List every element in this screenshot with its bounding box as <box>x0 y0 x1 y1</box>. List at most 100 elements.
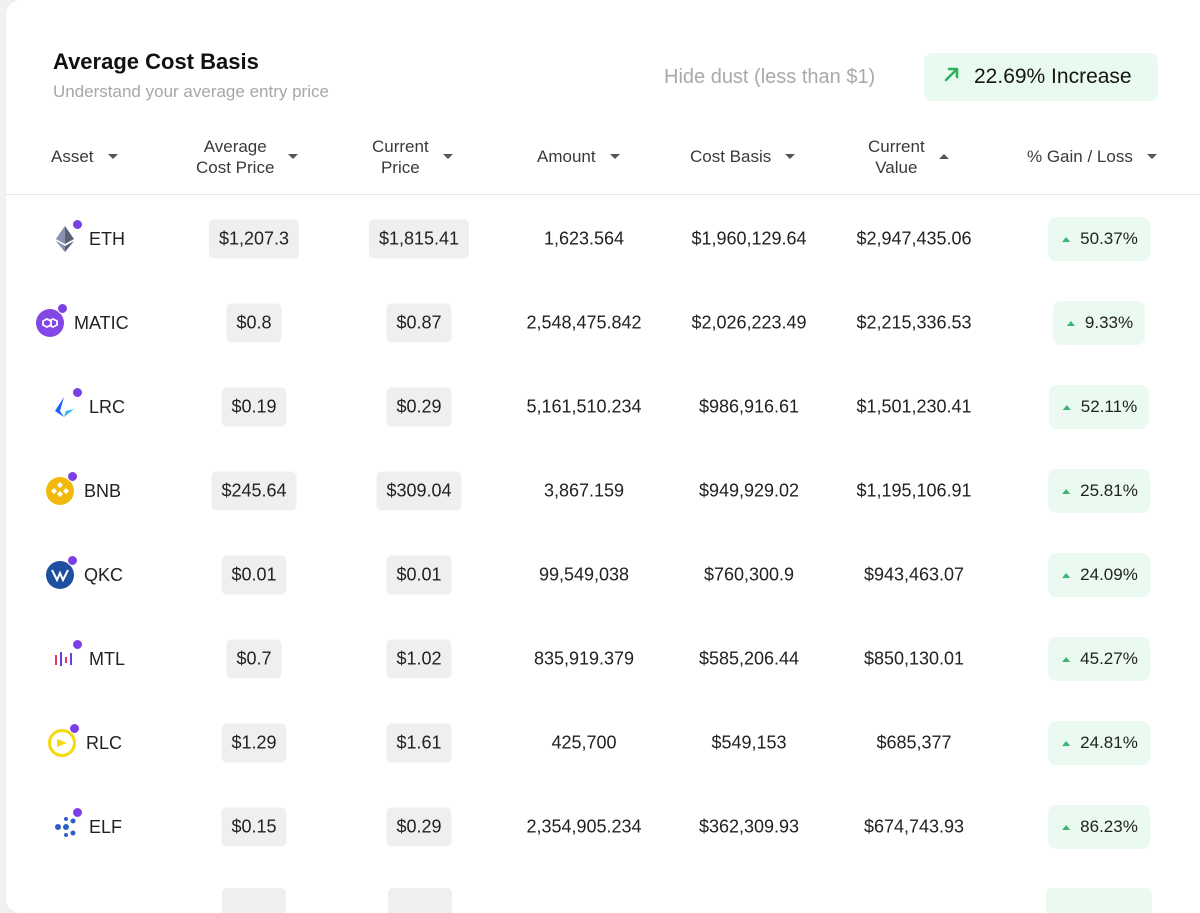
gain-loss-value: 86.23% <box>1080 817 1138 836</box>
table-row[interactable]: BNB $245.64 $309.04 3,867.159 $949,929.0… <box>6 449 1200 533</box>
table-row[interactable]: MATIC $0.8 $0.87 2,548,475.842 $2,026,22… <box>6 281 1200 365</box>
elf-icon <box>51 807 83 841</box>
asset-symbol: RLC <box>86 732 123 753</box>
current-value: $1,195,106.91 <box>856 480 972 501</box>
increase-value: 22.69% Increase <box>974 65 1132 88</box>
amount: 3,867.159 <box>543 480 625 501</box>
gain-loss-badge: 52.11% <box>1048 385 1150 429</box>
current-value: $685,377 <box>876 732 952 753</box>
caret-down-icon <box>288 154 299 159</box>
average-cost-price: $0.19 <box>221 387 287 427</box>
current-value: $2,215,336.53 <box>856 312 972 333</box>
asset-symbol: LRC <box>89 396 126 417</box>
gain-loss-badge: 24.81% <box>1048 721 1150 765</box>
triangle-up-icon <box>1062 656 1071 662</box>
average-cost-price: $0.01 <box>221 555 287 595</box>
hide-dust-toggle[interactable]: Hide dust (less than $1) <box>664 66 876 88</box>
gain-loss-badge: 45.27% <box>1048 637 1150 681</box>
page-subtitle: Understand your average entry price <box>53 82 329 101</box>
asset-symbol: MTL <box>89 648 125 669</box>
matic-icon <box>36 303 68 337</box>
asset-cell: LRC <box>51 365 125 449</box>
average-cost-price: $0.15 <box>221 807 287 847</box>
current-price: $0.87 <box>386 303 452 343</box>
column-header-asset[interactable]: Asset <box>51 118 118 195</box>
average-cost-price: $0.7 <box>226 639 282 679</box>
caret-down-icon <box>785 154 796 159</box>
column-header-current-price[interactable]: Current Price <box>372 118 453 195</box>
current-price: $0.29 <box>386 387 452 427</box>
cost-basis: $585,206.44 <box>698 648 800 669</box>
asset-symbol: ELF <box>89 816 123 837</box>
mtl-icon <box>51 639 83 673</box>
chain-badge-icon <box>72 387 83 398</box>
partial-row-gain-badge <box>1046 888 1152 913</box>
caret-up-icon <box>938 154 949 159</box>
gain-loss-value: 50.37% <box>1080 229 1138 248</box>
gain-loss-badge: 86.23% <box>1048 805 1150 849</box>
triangle-up-icon <box>1062 572 1071 578</box>
lrc-icon <box>51 387 83 421</box>
bnb-icon <box>46 471 78 505</box>
current-value: $943,463.07 <box>863 564 965 585</box>
average-cost-price: $245.64 <box>211 471 297 511</box>
column-header-cost-basis[interactable]: Cost Basis <box>690 118 796 195</box>
chain-badge-icon <box>67 471 78 482</box>
table-row[interactable]: LRC $0.19 $0.29 5,161,510.234 $986,916.6… <box>6 365 1200 449</box>
triangle-up-icon <box>1062 488 1071 494</box>
table-row[interactable]: ETH $1,207.3 $1,815.41 1,623.564 $1,960,… <box>6 197 1200 281</box>
gain-loss-value: 9.33% <box>1084 313 1134 332</box>
triangle-up-icon <box>1062 740 1071 746</box>
current-price: $0.01 <box>386 555 452 595</box>
cost-basis: $1,960,129.64 <box>691 228 807 249</box>
partial-row-pill <box>388 888 452 913</box>
caret-down-icon <box>442 154 453 159</box>
gain-loss-badge: 50.37% <box>1048 217 1150 261</box>
chain-badge-icon <box>72 639 83 650</box>
amount: 425,700 <box>551 732 617 753</box>
current-price: $1.02 <box>386 639 452 679</box>
amount: 2,548,475.842 <box>526 312 642 333</box>
average-cost-price: $0.8 <box>226 303 282 343</box>
current-price: $0.29 <box>386 807 452 847</box>
current-price: $1,815.41 <box>368 219 470 259</box>
eth-icon <box>51 219 83 253</box>
asset-cell: MTL <box>51 617 125 701</box>
average-cost-basis-card: Average Cost Basis Understand your avera… <box>6 0 1200 913</box>
amount: 835,919.379 <box>533 648 635 669</box>
triangle-up-icon <box>1062 404 1071 410</box>
table-row[interactable]: QKC $0.01 $0.01 99,549,038 $760,300.9 $9… <box>6 533 1200 617</box>
page-title: Average Cost Basis <box>53 49 259 74</box>
caret-down-icon <box>1146 154 1157 159</box>
asset-symbol: ETH <box>89 228 125 249</box>
asset-symbol: MATIC <box>74 312 129 333</box>
table-row[interactable]: MTL $0.7 $1.02 835,919.379 $585,206.44 $… <box>6 617 1200 701</box>
triangle-up-icon <box>1066 320 1075 326</box>
amount: 1,623.564 <box>543 228 625 249</box>
current-value: $850,130.01 <box>863 648 965 669</box>
column-header-average-cost-price[interactable]: Average Cost Price <box>196 118 299 195</box>
table-row[interactable]: ELF $0.15 $0.29 2,354,905.234 $362,309.9… <box>6 785 1200 869</box>
asset-cell: QKC <box>46 533 123 617</box>
average-cost-price: $1,207.3 <box>208 219 300 259</box>
table-row[interactable]: RLC $1.29 $1.61 425,700 $549,153 $685,37… <box>6 701 1200 785</box>
cost-basis: $362,309.93 <box>698 816 800 837</box>
cost-basis: $549,153 <box>711 732 787 753</box>
gain-loss-badge: 24.09% <box>1048 553 1150 597</box>
current-value: $1,501,230.41 <box>856 396 972 417</box>
column-header-amount[interactable]: Amount <box>537 118 620 195</box>
gain-loss-value: 52.11% <box>1080 397 1138 416</box>
arrow-up-right-icon <box>942 64 962 90</box>
asset-cell: MATIC <box>36 281 129 365</box>
column-header-current-value[interactable]: Current Value <box>868 118 949 195</box>
average-cost-price: $1.29 <box>221 723 287 763</box>
current-value: $2,947,435.06 <box>856 228 972 249</box>
caret-down-icon <box>107 154 118 159</box>
cost-basis: $986,916.61 <box>698 396 800 417</box>
increase-badge: 22.69% Increase <box>924 53 1158 101</box>
current-value: $674,743.93 <box>863 816 965 837</box>
asset-cell: RLC <box>48 701 122 785</box>
column-header-gain-loss[interactable]: % Gain / Loss <box>1027 118 1157 195</box>
amount: 99,549,038 <box>538 564 630 585</box>
chain-badge-icon <box>67 555 78 566</box>
